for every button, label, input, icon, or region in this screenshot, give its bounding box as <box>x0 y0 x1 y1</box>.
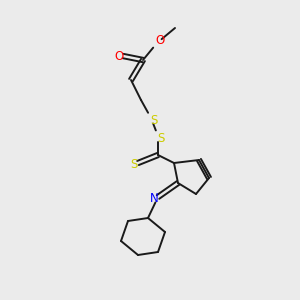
Text: S: S <box>150 113 158 127</box>
Text: S: S <box>157 131 165 145</box>
Text: O: O <box>114 50 124 62</box>
Text: N: N <box>150 193 158 206</box>
Text: O: O <box>155 34 165 47</box>
Text: S: S <box>130 158 138 172</box>
